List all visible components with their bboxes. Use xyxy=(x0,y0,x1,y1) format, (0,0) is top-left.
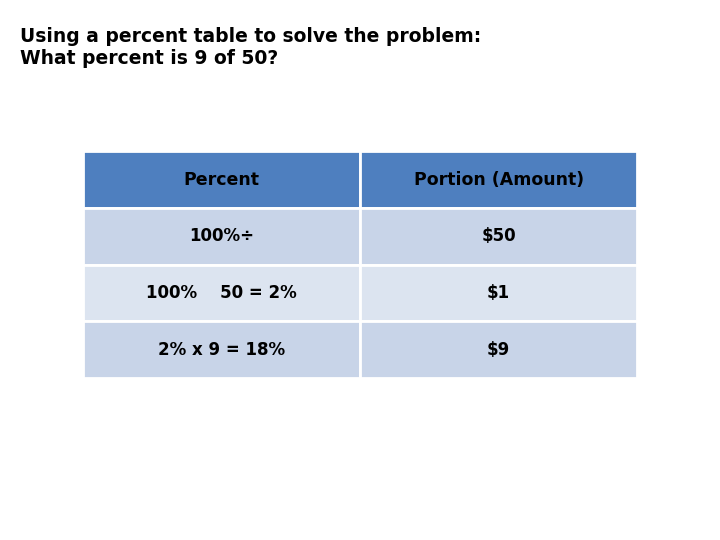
Text: Using a percent table to solve the problem:
What percent is 9 of 50?: Using a percent table to solve the probl… xyxy=(20,27,482,68)
Text: $9: $9 xyxy=(487,341,510,359)
Text: Portion (Amount): Portion (Amount) xyxy=(413,171,584,188)
Text: 2% x 9 = 18%: 2% x 9 = 18% xyxy=(158,341,285,359)
Text: 100%    50 = 2%: 100% 50 = 2% xyxy=(146,284,297,302)
Text: $50: $50 xyxy=(481,227,516,245)
Text: 100%÷: 100%÷ xyxy=(189,227,254,245)
Text: Percent: Percent xyxy=(184,171,259,188)
Text: $1: $1 xyxy=(487,284,510,302)
